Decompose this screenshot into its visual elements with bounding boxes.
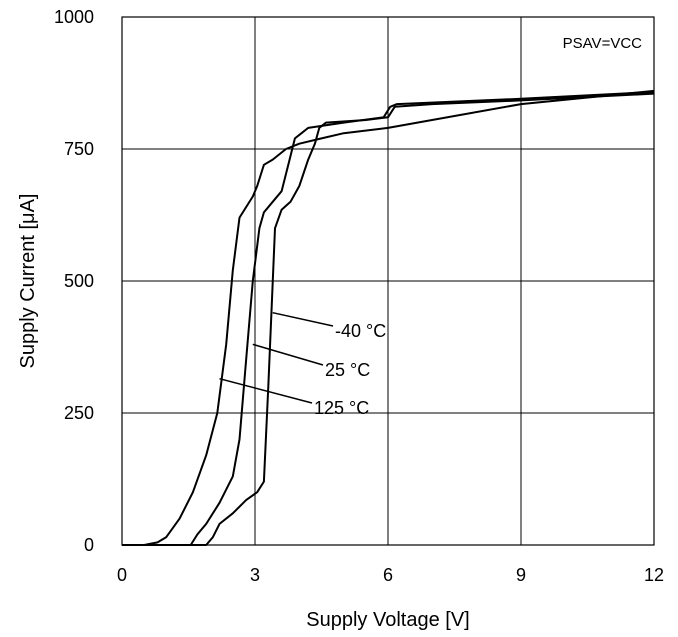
x-tick-label: 6: [383, 565, 393, 585]
series-labels: -40 °C 25 °C 125 °C: [314, 321, 386, 418]
y-axis-title: Supply Current [μA]: [17, 194, 39, 369]
y-tick-label: 750: [64, 139, 94, 159]
series-label: -40 °C: [335, 321, 386, 341]
series-label-leaders: [219, 311, 334, 404]
x-tick-label: 3: [250, 565, 260, 585]
series-line-0: [122, 92, 655, 546]
series-label: 125 °C: [314, 398, 369, 418]
y-tick-label: 250: [64, 403, 94, 423]
series-line-1: [122, 91, 655, 546]
y-tick-labels: 0 250 500 750 1000: [54, 7, 94, 555]
label-leader-line: [219, 377, 313, 404]
chart-annotation: PSAV=VCC: [563, 35, 643, 52]
plot-frame: [121, 16, 655, 546]
series-label: 25 °C: [325, 360, 370, 380]
y-tick-label: 1000: [54, 7, 94, 27]
label-leader-line: [272, 311, 334, 327]
x-tick-label: 9: [516, 565, 526, 585]
series-curves: [122, 89, 655, 546]
series-line-2: [122, 89, 655, 546]
x-tick-labels: 0 3 6 9 12: [117, 565, 664, 585]
x-tick-label: 12: [644, 565, 664, 585]
y-tick-label: 0: [84, 535, 94, 555]
x-tick-label: 0: [117, 565, 127, 585]
label-leader-line: [252, 343, 324, 366]
y-tick-label: 500: [64, 271, 94, 291]
x-axis-title: Supply Voltage [V]: [306, 609, 469, 631]
